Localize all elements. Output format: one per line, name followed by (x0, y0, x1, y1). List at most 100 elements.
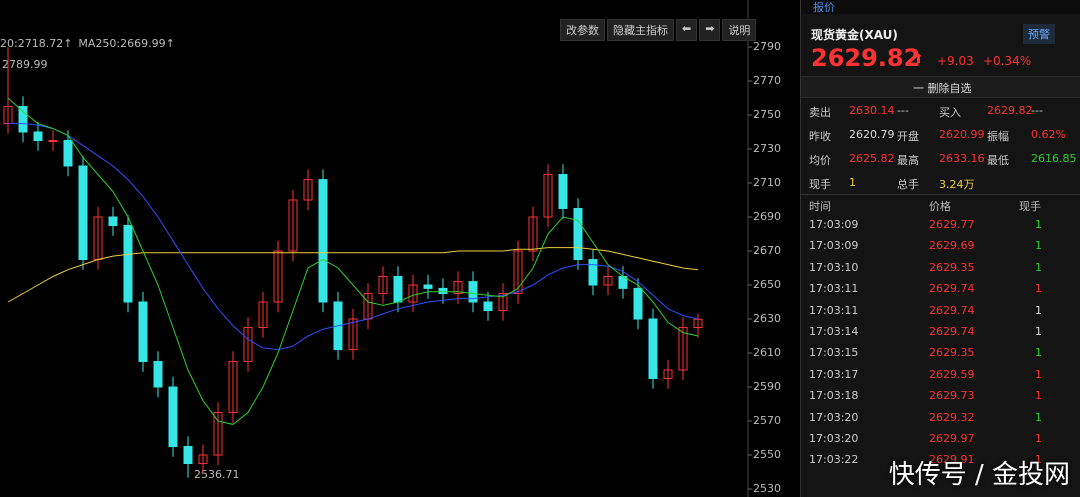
trade-time: 17:03:14 (809, 325, 859, 338)
trade-volume: 1 (1035, 218, 1042, 231)
y-tick-label: 2690 (753, 210, 781, 223)
candle-body (378, 276, 388, 294)
y-tick-label: 2710 (753, 176, 781, 189)
quote-cell: 现手 (809, 178, 831, 191)
quote-cell: 买入 (939, 106, 961, 119)
candle-body (438, 287, 448, 294)
candle-body (468, 281, 478, 303)
toolbar-button[interactable]: ⬅ (676, 19, 698, 41)
chart: 2536.71 2789.99 2530 2550 2570 2590 2610 2630… (0, 0, 781, 497)
candle-body (603, 276, 613, 286)
y-tick-label: 2570 (753, 414, 781, 427)
toolbar-button[interactable]: 隐藏主指标 (607, 19, 674, 41)
trade-price: 2629.35 (929, 346, 975, 360)
low-label: 2536.71 (194, 468, 240, 481)
trade-time: 17:03:11 (809, 282, 859, 296)
instrument-name: 现货黄金(XAU) (811, 28, 898, 42)
ma-label: 20:2718.72↑ (0, 37, 72, 50)
candle-body (393, 276, 403, 303)
trade-volume: 1 (1035, 325, 1042, 338)
remove-button[interactable]: 一 删除自选 (913, 82, 972, 95)
quote-cell: 1 (849, 176, 856, 189)
quote-cell: 总手 (897, 178, 919, 191)
trade-header: 价格 (929, 200, 951, 213)
trade-price: 2629.74 (929, 282, 975, 296)
trade-volume: 1 (1035, 346, 1042, 360)
trade-time: 17:03:15 (809, 346, 859, 360)
quote-cell: 2616.85 (1031, 152, 1077, 165)
y-tick-label: 2670 (753, 244, 781, 257)
y-tick-label: 2730 (753, 142, 781, 155)
candle-body (288, 199, 298, 252)
trade-volume: 1 (1035, 432, 1042, 445)
trade-time: 17:03:18 (809, 389, 859, 403)
quote-panel: 报价 现货黄金(XAU) 预警 2629.82 ⬆ +9.03 +0.34% 一… (800, 0, 1080, 497)
toolbar-button[interactable]: ➡ (699, 19, 721, 41)
toolbar-button[interactable]: 说明 (722, 19, 757, 41)
high-label: 2789.99 (2, 58, 48, 71)
candle-body (48, 140, 58, 142)
quote-cell: 振幅 (987, 130, 1009, 143)
trade-volume: 1 (1035, 303, 1042, 317)
trade-time: 17:03:11 (809, 303, 859, 317)
candle-body (483, 301, 493, 311)
trade-price: 2629.91 (929, 453, 975, 467)
candle-body (423, 284, 433, 289)
trade-price: 2629.32 (929, 410, 975, 424)
trade-price: 2629.77 (929, 218, 975, 231)
candle-body (168, 386, 178, 447)
candle-body (348, 318, 358, 351)
trade-volume: 1 (1035, 367, 1042, 381)
trade-volume: 1 (1035, 410, 1042, 424)
trade-header: 时间 (809, 200, 831, 213)
quote-cell: 2630.14 (849, 104, 895, 117)
candle-body (198, 454, 208, 464)
quote-cell: 卖出 (809, 106, 831, 119)
candle-body (258, 301, 268, 328)
trade-time: 17:03:17 (809, 367, 859, 381)
tab-bar (801, 0, 1080, 14)
y-tick-label: 2630 (753, 312, 781, 325)
candle-body (108, 216, 118, 226)
candle-body (663, 369, 673, 379)
trade-price: 2629.74 (929, 303, 975, 317)
alert-button[interactable]: 预警 (1023, 24, 1055, 44)
y-tick-label: 2770 (753, 74, 781, 87)
trade-volume: 1 (1035, 282, 1042, 296)
candle-body (273, 250, 283, 303)
trade-price: 2629.73 (929, 389, 975, 403)
toolbar: 改参数 隐藏主指标 ⬅ ➡ 说明 (560, 19, 757, 41)
trade-price: 2629.59 (929, 367, 975, 381)
tab[interactable]: 报价 (813, 1, 835, 14)
change: +9.03 (937, 54, 974, 68)
candle-body (693, 318, 703, 328)
toolbar-button[interactable]: 改参数 (560, 19, 605, 41)
divider (801, 194, 1080, 195)
candle-body (453, 281, 463, 295)
quote-cell: 2629.82 (987, 104, 1033, 117)
candle-body (33, 131, 43, 141)
candle-body (648, 318, 658, 379)
candle-body (228, 361, 238, 413)
candle-body (213, 412, 223, 456)
quote-cell: 2633.16 (939, 152, 985, 165)
candle-body (63, 140, 73, 167)
trade-time: 17:03:09 (809, 218, 859, 231)
trade-volume: 1 (1035, 260, 1042, 274)
price: 2629.82 (811, 44, 921, 72)
quote-cell: 3.24万 (939, 178, 975, 191)
trade-volume: 1 (1035, 453, 1042, 467)
trade-volume: 1 (1035, 239, 1042, 253)
trade-price: 2629.35 (929, 260, 975, 274)
trade-header: 现手 (1019, 200, 1041, 213)
y-tick-label: 2650 (753, 278, 781, 291)
ma-line (8, 123, 699, 351)
candle-body (588, 259, 598, 286)
candle-body (243, 327, 253, 362)
trade-time: 17:03:09 (809, 239, 859, 253)
trade-price: 2629.74 (929, 325, 975, 338)
watermark: 快传号 / 金投网 (888, 460, 1070, 490)
remove-bar (801, 76, 1080, 98)
candle-body (528, 216, 538, 252)
